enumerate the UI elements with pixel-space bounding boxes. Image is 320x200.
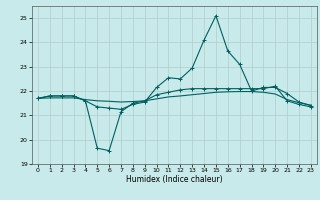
X-axis label: Humidex (Indice chaleur): Humidex (Indice chaleur) [126, 175, 223, 184]
